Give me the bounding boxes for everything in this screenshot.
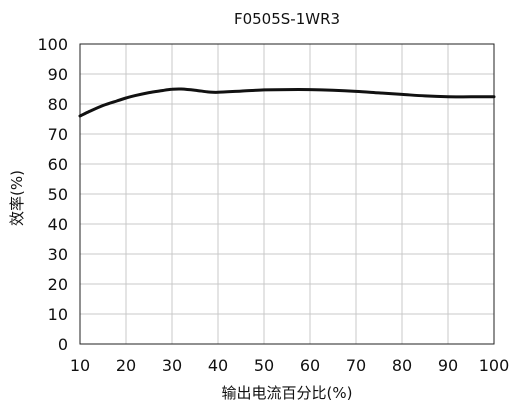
x-tick-label: 20 bbox=[116, 356, 136, 375]
series-layer bbox=[78, 87, 496, 118]
efficiency-series-line bbox=[78, 87, 496, 118]
y-axis-title: 效率(%) bbox=[8, 170, 26, 226]
x-tick-label: 70 bbox=[346, 356, 366, 375]
x-tick-label: 60 bbox=[300, 356, 320, 375]
x-axis-title: 输出电流百分比(%) bbox=[222, 384, 353, 402]
y-tick-label: 0 bbox=[58, 335, 68, 354]
x-tick-label: 90 bbox=[438, 356, 458, 375]
x-tick-label: 10 bbox=[70, 356, 90, 375]
y-tick-label: 60 bbox=[48, 155, 68, 174]
x-tick-label: 80 bbox=[392, 356, 412, 375]
y-tick-label: 30 bbox=[48, 245, 68, 264]
chart-title: F0505S-1WR3 bbox=[234, 10, 340, 28]
plot-frame bbox=[79, 43, 495, 345]
x-tick-labels: 10 20 30 40 50 60 70 80 90 100 bbox=[70, 356, 509, 375]
y-tick-label: 90 bbox=[48, 65, 68, 84]
x-tick-label: 50 bbox=[254, 356, 274, 375]
y-tick-labels: 0 10 20 30 40 50 60 70 80 90 100 bbox=[37, 35, 68, 354]
y-tick-label: 20 bbox=[48, 275, 68, 294]
x-tick-label: 100 bbox=[479, 356, 510, 375]
x-tick-label: 40 bbox=[208, 356, 228, 375]
y-tick-label: 10 bbox=[48, 305, 68, 324]
y-tick-label: 40 bbox=[48, 215, 68, 234]
y-tick-label: 50 bbox=[48, 185, 68, 204]
y-tick-label: 80 bbox=[48, 95, 68, 114]
x-tick-label: 30 bbox=[162, 356, 182, 375]
y-tick-label: 100 bbox=[37, 35, 68, 54]
y-tick-label: 70 bbox=[48, 125, 68, 144]
